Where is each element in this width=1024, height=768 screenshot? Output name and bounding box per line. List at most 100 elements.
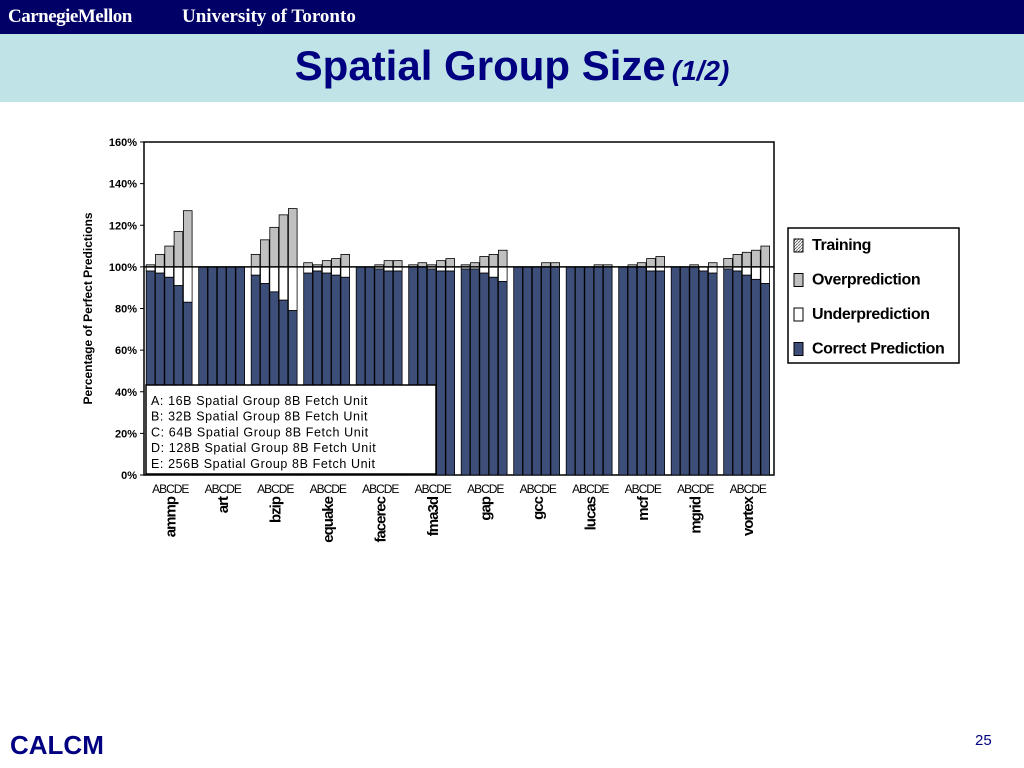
bar-correct — [513, 266, 523, 476]
bar-underprediction — [479, 266, 489, 274]
bar-overprediction — [751, 249, 761, 268]
uoft-logo: University of Toronto — [182, 6, 356, 27]
sub-category-label: ABCDE — [152, 482, 189, 496]
y-tick-label: 160% — [109, 137, 137, 149]
category-label: equake — [320, 496, 337, 542]
footer-label: CALCM — [10, 730, 104, 760]
legend-swatch — [793, 307, 804, 322]
config-line: A: 16B Spatial Group 8B Fetch Unit — [151, 394, 368, 408]
sub-category-label: ABCDE — [572, 482, 609, 496]
sub-category-label: ABCDE — [520, 482, 557, 496]
bar-overprediction — [497, 249, 508, 268]
bar-overprediction — [732, 253, 743, 268]
bar-correct — [751, 278, 761, 476]
bar-overprediction — [760, 245, 771, 268]
sub-category-label: ABCDE — [677, 482, 714, 496]
bar-overprediction — [383, 260, 394, 268]
bar-underprediction — [250, 266, 261, 276]
y-axis-label: Percentage of Perfect Predictions — [81, 212, 95, 404]
bar-overprediction — [321, 260, 332, 268]
bar-underprediction — [497, 266, 508, 282]
legend-swatch — [793, 238, 804, 253]
bar-correct — [670, 266, 681, 476]
bar-correct — [618, 266, 628, 476]
config-line: E: 256B Spatial Group 8B Fetch Unit — [151, 457, 376, 471]
bar-underprediction — [269, 266, 279, 293]
bar-overprediction — [260, 239, 270, 268]
bar-underprediction — [321, 266, 332, 274]
bar-correct — [340, 276, 350, 476]
config-line: C: 64B Spatial Group 8B Fetch Unit — [151, 425, 369, 439]
bar-correct — [646, 270, 656, 476]
bar-correct — [698, 270, 709, 476]
slide-title: Spatial Group Size (1/2) — [0, 42, 1024, 90]
y-tick-label: 40% — [115, 387, 137, 399]
sub-category-label: ABCDE — [415, 482, 452, 496]
bar-correct — [269, 291, 279, 476]
bar-underprediction — [278, 266, 289, 301]
sub-category-label: ABCDE — [362, 482, 399, 496]
bar-correct — [155, 272, 165, 476]
bar-correct — [497, 281, 508, 476]
bar-overprediction — [173, 231, 184, 268]
bar-correct — [392, 270, 403, 476]
bar-correct — [303, 272, 313, 476]
bar-correct — [470, 268, 480, 476]
category-label: bzip — [267, 496, 284, 523]
bar-underprediction — [340, 266, 350, 278]
bar-correct — [531, 266, 542, 476]
category-label: ammp — [162, 496, 179, 537]
bar-overprediction — [155, 253, 165, 268]
bar-overprediction — [287, 208, 298, 268]
bar-correct — [260, 283, 270, 476]
sub-category-label: ABCDE — [257, 482, 294, 496]
bar-overprediction — [479, 256, 489, 268]
bar-overprediction — [392, 260, 403, 268]
bar-correct — [689, 266, 699, 476]
bar-correct — [374, 268, 384, 476]
bar-correct — [460, 268, 471, 476]
y-tick-label: 100% — [109, 262, 137, 274]
bar-correct — [741, 274, 752, 476]
bar-correct — [636, 266, 647, 476]
bar-overprediction — [741, 251, 752, 268]
bar-underprediction — [155, 266, 165, 274]
bar-underprediction — [741, 266, 752, 276]
bar-correct — [565, 266, 576, 476]
bar-underprediction — [173, 266, 184, 287]
bar-overprediction — [269, 226, 279, 268]
category-label: fma3d — [425, 496, 442, 536]
sub-category-label: ABCDE — [205, 482, 242, 496]
sub-category-label: ABCDE — [625, 482, 662, 496]
bar-correct — [603, 266, 613, 476]
bar-overprediction — [445, 258, 455, 268]
bar-underprediction — [751, 266, 761, 280]
category-label: gap — [477, 496, 494, 521]
bar-overprediction — [646, 258, 656, 268]
category-label: facerec — [372, 496, 389, 542]
bar-correct — [145, 270, 156, 476]
bar-overprediction — [723, 258, 733, 268]
category-label: gcc — [530, 496, 547, 520]
bar-correct — [627, 266, 638, 476]
bar-overprediction — [340, 253, 350, 268]
bar-underprediction — [331, 266, 341, 276]
bar-correct — [732, 270, 743, 476]
category-label: art — [215, 496, 232, 513]
bar-underprediction — [488, 266, 499, 278]
bar-correct — [723, 268, 733, 476]
sub-category-label: ABCDE — [730, 482, 767, 496]
legend-label: Overprediction — [812, 272, 920, 289]
bar-underprediction — [260, 266, 270, 284]
y-tick-label: 20% — [115, 428, 137, 440]
bar-correct — [680, 266, 690, 476]
y-tick-label: 0% — [121, 470, 137, 482]
bar-underprediction — [708, 266, 718, 274]
bar-correct — [331, 274, 341, 476]
bar-correct — [655, 270, 666, 476]
bar-correct — [760, 283, 771, 476]
bar-correct — [164, 276, 174, 476]
bar-correct — [426, 268, 437, 476]
bar-correct — [173, 285, 184, 476]
